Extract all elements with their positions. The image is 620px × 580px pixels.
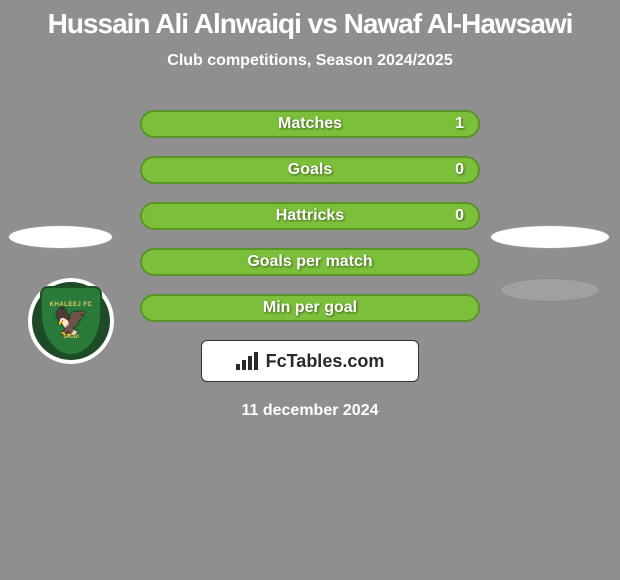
stat-label: Goals: [142, 161, 478, 179]
club-badge: KHALEEJ FC 🦅 SAUDI: [28, 278, 114, 364]
stat-label: Goals per match: [142, 253, 478, 271]
stat-row: Goals per match: [140, 248, 480, 276]
stat-row: Min per goal: [140, 294, 480, 322]
stat-label: Min per goal: [142, 299, 478, 317]
stat-row: Goals0: [140, 156, 480, 184]
player-left-ellipse-top: [8, 225, 113, 249]
club-badge-inner: KHALEEJ FC 🦅 SAUDI: [32, 282, 110, 360]
stat-label: Hattricks: [142, 207, 478, 225]
eagle-icon: 🦅: [54, 308, 89, 336]
brand-box: FcTables.com: [201, 340, 419, 382]
stats-area: KHALEEJ FC 🦅 SAUDI Matches1Goals0Hattric…: [0, 100, 620, 420]
stat-value: 0: [455, 207, 464, 225]
page-title: Hussain Ali Alnwaiqi vs Nawaf Al-Hawsawi: [0, 0, 620, 40]
chart-icon: [236, 352, 260, 370]
chart-bar-icon: [248, 356, 252, 370]
infographic-container: Hussain Ali Alnwaiqi vs Nawaf Al-Hawsawi…: [0, 0, 620, 580]
player-right-ellipse-top: [490, 225, 610, 249]
subtitle: Club competitions, Season 2024/2025: [0, 52, 620, 70]
club-shield: KHALEEJ FC 🦅 SAUDI: [40, 286, 102, 356]
chart-bar-icon: [254, 352, 258, 370]
stat-value: 1: [455, 115, 464, 133]
club-country-text: SAUDI: [63, 334, 79, 340]
player-right-ellipse-mid: [500, 278, 600, 302]
brand-text: FcTables.com: [266, 351, 385, 372]
chart-bar-icon: [242, 360, 246, 370]
stat-row: Hattricks0: [140, 202, 480, 230]
chart-bar-icon: [236, 364, 240, 370]
date-text: 11 december 2024: [0, 402, 620, 420]
stat-row: Matches1: [140, 110, 480, 138]
stat-value: 0: [455, 161, 464, 179]
stat-label: Matches: [142, 115, 478, 133]
